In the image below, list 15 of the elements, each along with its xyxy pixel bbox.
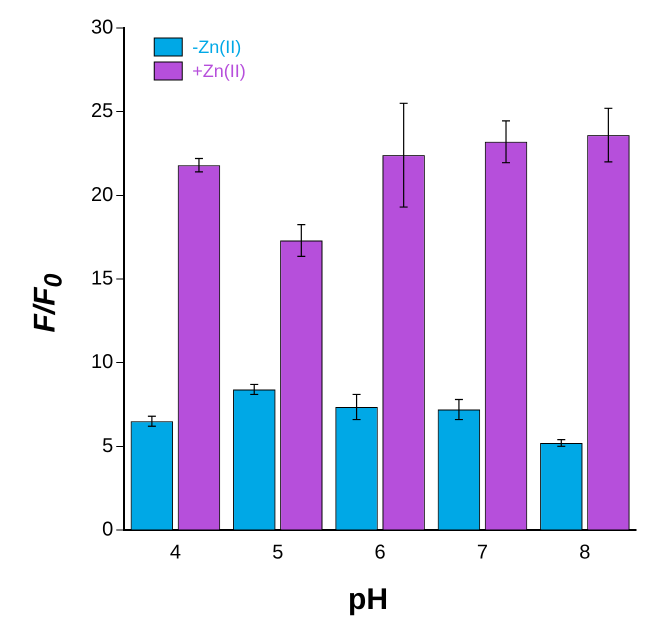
legend-label: +Zn(II): [192, 60, 246, 81]
y-tick-label: 25: [90, 100, 114, 122]
y-tick-label: 20: [90, 184, 114, 206]
y-tick-label: 10: [90, 351, 114, 374]
y-tick-label: 15: [90, 268, 114, 290]
y-tick-label: 0: [102, 518, 114, 541]
x-axis-title: pH: [347, 583, 389, 617]
x-tick-label: 7: [476, 542, 488, 564]
x-tick-label: 5: [272, 542, 284, 564]
y-tick-label: 30: [90, 16, 114, 39]
legend-label: -Zn(II): [192, 36, 242, 57]
x-tick-label: 4: [170, 542, 181, 564]
x-tick-label: 6: [374, 542, 386, 564]
x-tick-label: 8: [579, 542, 590, 564]
y-tick-label: 5: [102, 434, 114, 457]
